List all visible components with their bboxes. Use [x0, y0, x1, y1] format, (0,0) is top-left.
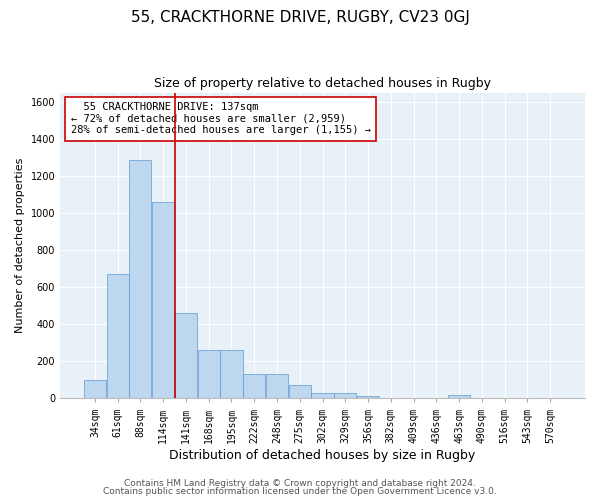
Text: 55, CRACKTHORNE DRIVE, RUGBY, CV23 0GJ: 55, CRACKTHORNE DRIVE, RUGBY, CV23 0GJ: [131, 10, 469, 25]
Bar: [357, 396, 379, 398]
Bar: [107, 274, 129, 398]
Bar: [84, 380, 106, 398]
Bar: [243, 374, 265, 398]
Bar: [311, 392, 334, 398]
Text: 55 CRACKTHORNE DRIVE: 137sqm
← 72% of detached houses are smaller (2,959)
28% of: 55 CRACKTHORNE DRIVE: 137sqm ← 72% of de…: [71, 102, 371, 136]
Bar: [197, 350, 220, 399]
Text: Contains public sector information licensed under the Open Government Licence v3: Contains public sector information licen…: [103, 487, 497, 496]
Bar: [266, 374, 288, 398]
Bar: [334, 392, 356, 398]
Title: Size of property relative to detached houses in Rugby: Size of property relative to detached ho…: [154, 78, 491, 90]
Bar: [448, 394, 470, 398]
X-axis label: Distribution of detached houses by size in Rugby: Distribution of detached houses by size …: [169, 450, 476, 462]
Bar: [220, 350, 242, 399]
Bar: [152, 202, 174, 398]
Bar: [289, 386, 311, 398]
Y-axis label: Number of detached properties: Number of detached properties: [15, 158, 25, 334]
Bar: [130, 160, 151, 398]
Text: Contains HM Land Registry data © Crown copyright and database right 2024.: Contains HM Land Registry data © Crown c…: [124, 478, 476, 488]
Bar: [175, 313, 197, 398]
